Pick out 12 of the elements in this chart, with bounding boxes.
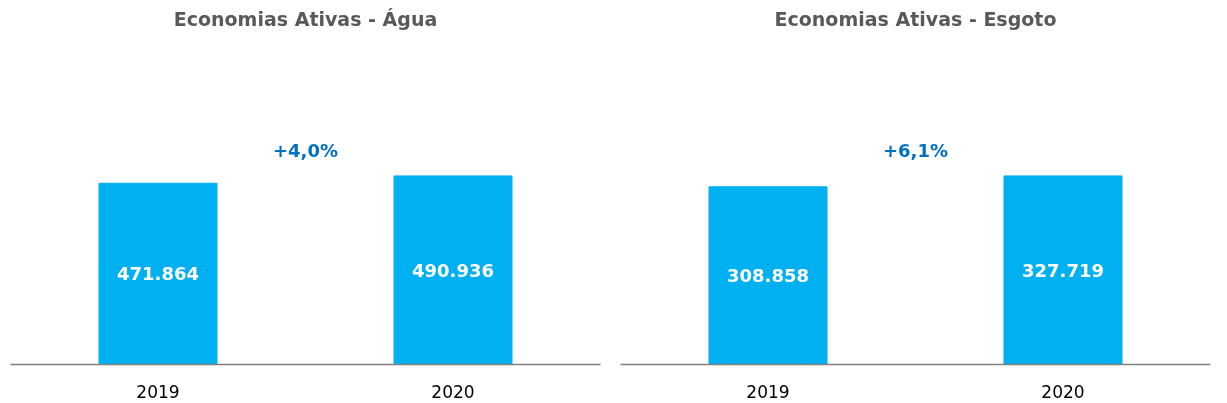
data-label: 490.936: [412, 259, 494, 281]
x-tick-label: 2019: [136, 381, 180, 402]
data-label: 471.864: [117, 263, 199, 285]
x-tick-label: 2019: [746, 381, 790, 402]
text: +6,1%: [883, 139, 949, 161]
data-label: 308.858: [727, 265, 809, 287]
chart-title: Economias Ativas - Esgoto: [774, 7, 1057, 30]
text: +4,0%: [273, 139, 339, 161]
data-label: 327.719: [1022, 259, 1104, 281]
x-tick-label: 2020: [1041, 381, 1085, 402]
chart-title: Economias Ativas - Água: [173, 7, 438, 30]
x-tick-label: 2020: [431, 381, 475, 402]
